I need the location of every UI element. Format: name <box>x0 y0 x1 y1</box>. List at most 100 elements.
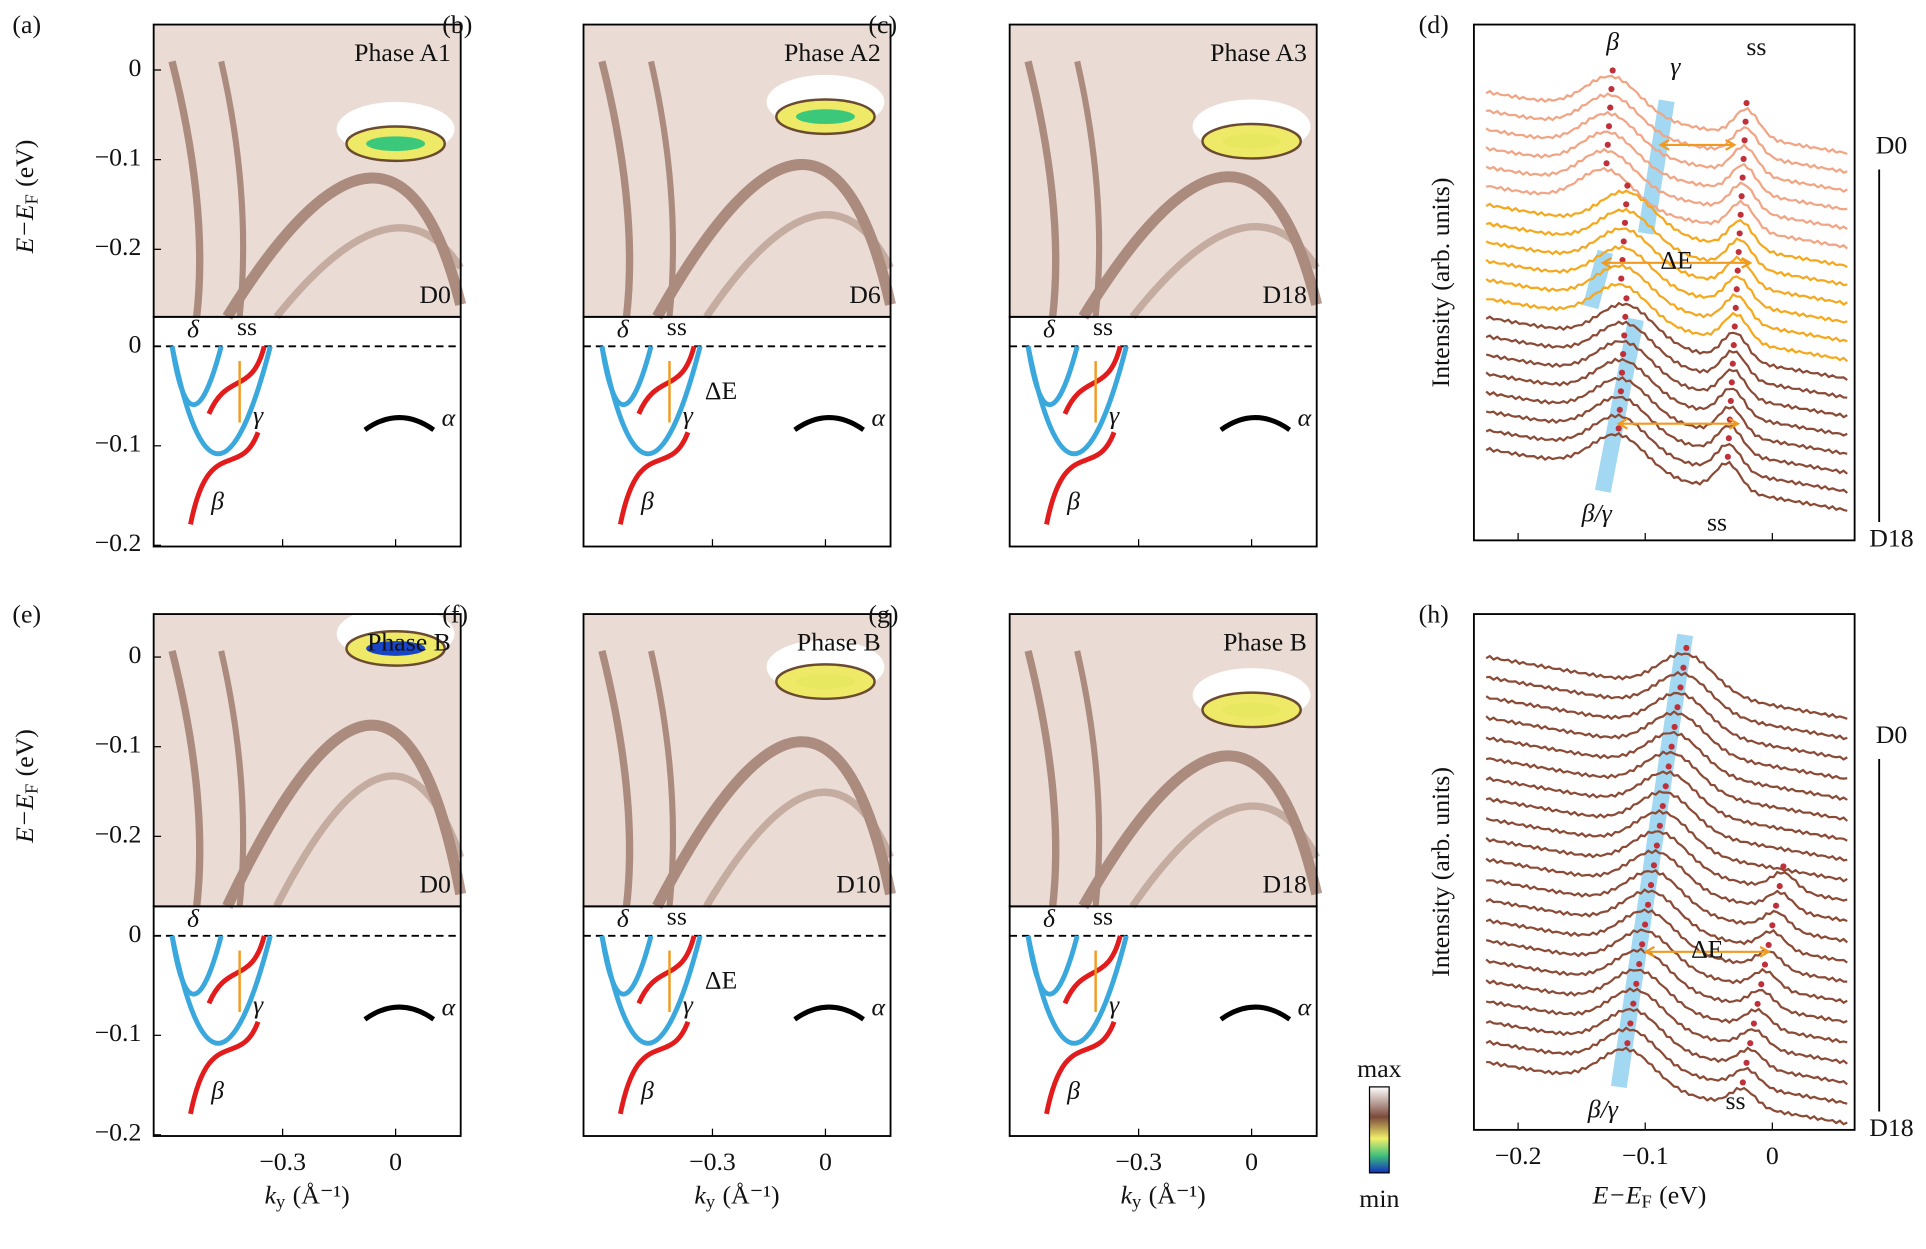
band-red-lower <box>188 1020 261 1115</box>
peak-dot <box>1735 248 1742 256</box>
edc-curve <box>1485 339 1848 419</box>
peak-dot <box>1743 99 1750 107</box>
arpes-bands <box>598 60 896 320</box>
edc-curve <box>1485 770 1848 842</box>
edc-annotation: β/γ <box>1587 1094 1619 1123</box>
schematic-frame <box>1008 905 1318 1137</box>
edc-curve <box>1485 431 1848 512</box>
band-label: δ <box>617 315 630 344</box>
x-axis-label: ky (Å⁻¹) <box>1121 1180 1206 1211</box>
panel-label: (f) <box>442 599 468 628</box>
intensity-core <box>795 674 855 689</box>
band-dome2 <box>273 224 464 320</box>
edc-annotation: ss <box>1725 1086 1745 1115</box>
band-dome2 <box>1129 802 1320 909</box>
band-label: α <box>442 403 456 432</box>
band-left <box>168 650 204 907</box>
edc-annotation: ss <box>1707 507 1727 536</box>
edc-y-label: Intensity (arb. units) <box>1426 767 1455 977</box>
band-red-lower <box>1044 1020 1117 1115</box>
edc-frame <box>1472 613 1856 1131</box>
band-label: α <box>871 992 885 1021</box>
peak-dot <box>1620 238 1627 245</box>
y-axis-label: E−EF (eV) <box>10 140 41 255</box>
dose-start: D0 <box>1876 130 1908 159</box>
y-axis-label-sub: F <box>22 784 42 794</box>
band-blue-inner <box>169 345 224 408</box>
x-axis-label-main: k <box>265 1180 277 1209</box>
dose-label: D6 <box>849 280 881 309</box>
peak-dot <box>1624 182 1631 189</box>
colorbar-max: max <box>1357 1054 1401 1083</box>
y-tick-label: −0.2 <box>95 819 142 848</box>
peak-dot <box>1733 286 1740 293</box>
y-axis-label-unit: (eV) <box>10 729 39 776</box>
y-tick-label: 0 <box>128 53 141 82</box>
peak-dot <box>1725 435 1732 442</box>
intensity-core <box>366 136 426 152</box>
peak-trend <box>1582 249 1614 310</box>
peak-dot <box>1619 256 1626 264</box>
edc-annotation: ΔE <box>1691 935 1723 964</box>
peak-dot <box>1644 901 1652 908</box>
peak-dot <box>1732 304 1739 311</box>
edc-curve <box>1485 320 1848 399</box>
band-left <box>168 60 204 318</box>
y-axis-label-main: E−E <box>10 204 39 254</box>
peak-dot <box>1621 332 1628 339</box>
peak-dot <box>1618 369 1626 376</box>
x-tick-label: 0 <box>819 1147 832 1176</box>
peak-dot <box>1727 397 1734 405</box>
band-red-lower <box>188 431 261 525</box>
edc-curve <box>1485 710 1848 780</box>
band-dome <box>222 719 467 909</box>
edc-curve <box>1486 92 1848 174</box>
phase-label: Phase B <box>1223 628 1307 657</box>
y-tick-label: −0.2 <box>95 232 142 261</box>
edc-x-axis-label-sub: F <box>1642 1192 1652 1212</box>
edc-curve <box>1485 301 1848 381</box>
peak-dot <box>1729 360 1736 367</box>
peak-dot <box>1731 323 1738 330</box>
peak-dot <box>1624 1040 1631 1047</box>
y-tick-label: −0.2 <box>95 528 142 557</box>
band-blue-inner <box>599 345 654 408</box>
peak-dot <box>1662 783 1669 790</box>
peak-dot <box>1603 160 1610 167</box>
band-red-lower <box>617 431 691 525</box>
arpes-image <box>1009 24 1317 317</box>
edc-curve <box>1485 263 1848 343</box>
peak-dot <box>1617 388 1624 395</box>
peak-dot <box>1742 118 1749 125</box>
band-red-lower <box>1044 431 1117 525</box>
band-label: δ <box>617 904 630 933</box>
dose-end: D18 <box>1869 523 1913 552</box>
y-axis-label-unit: (eV) <box>10 140 39 187</box>
band-label: γ <box>1109 400 1120 429</box>
peak-dot <box>1736 230 1743 237</box>
dose-label: D10 <box>836 870 880 899</box>
band-label: ss <box>1093 312 1113 341</box>
peak-dot <box>1609 67 1616 74</box>
band-blue-inner <box>599 935 654 997</box>
peak-dot <box>1780 863 1787 870</box>
band-alpha <box>363 415 436 432</box>
peak-dot <box>1620 351 1627 358</box>
x-axis-label-main: k <box>1121 1180 1133 1209</box>
peak-dot <box>1728 379 1735 386</box>
peak-dot <box>1607 104 1614 111</box>
band-label: β <box>210 486 224 515</box>
band-label: ss <box>667 312 687 341</box>
peak-dot <box>1739 174 1746 181</box>
delta-e-arrow <box>1643 945 1771 958</box>
band-left <box>1024 650 1060 907</box>
peak-dot <box>1659 802 1666 810</box>
band-label: α <box>1298 992 1312 1021</box>
edc-annotation: β/γ <box>1581 499 1613 528</box>
phase-label: Phase A2 <box>784 38 881 67</box>
edc-annotation: ss <box>1746 32 1766 61</box>
y-axis-label-sub: F <box>22 194 42 204</box>
band-label: γ <box>253 990 264 1019</box>
edc-curve <box>1486 282 1849 363</box>
